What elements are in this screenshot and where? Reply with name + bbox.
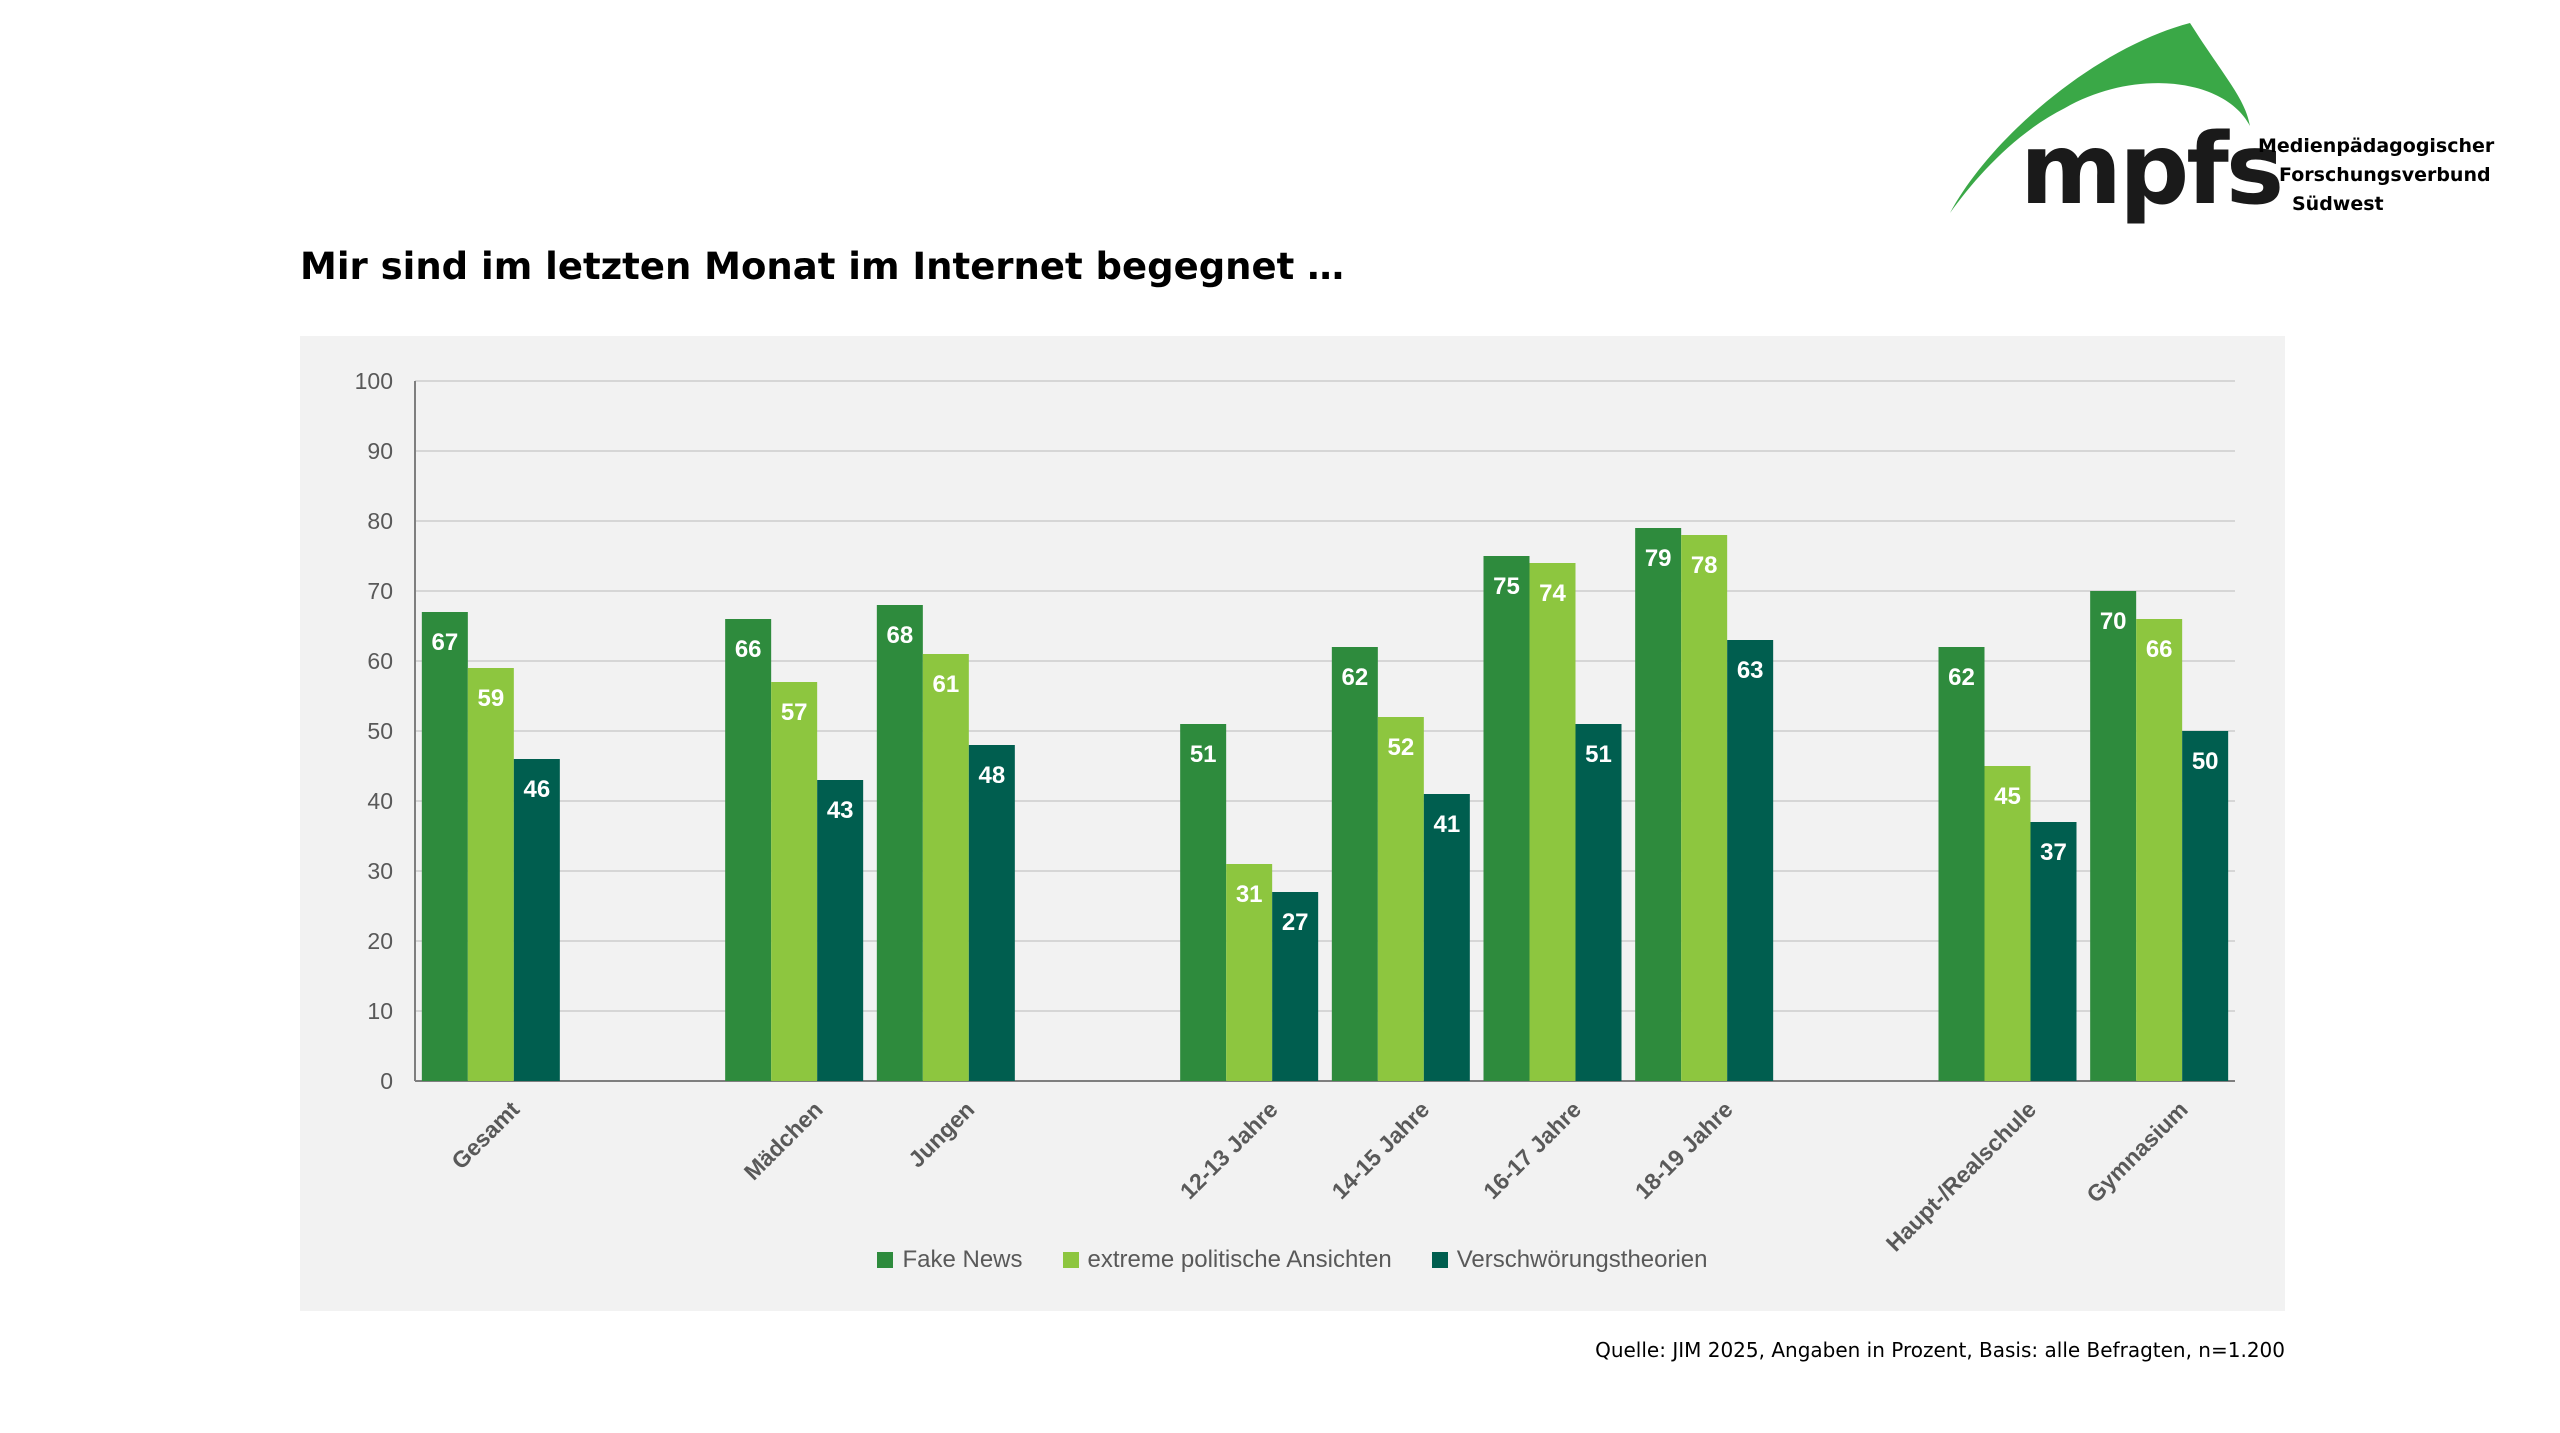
data-label: 45 bbox=[1994, 783, 2021, 810]
bar bbox=[1272, 892, 1319, 1081]
x-tick-label: 16-17 Jahre bbox=[1478, 1096, 1586, 1204]
y-tick-label: 40 bbox=[367, 788, 393, 814]
logo-org-line-1: Medienpädagogischer bbox=[2258, 135, 2495, 157]
bar bbox=[968, 745, 1015, 1081]
x-tick-label: Jungen bbox=[903, 1096, 979, 1172]
data-label: 27 bbox=[1282, 909, 1309, 936]
bar bbox=[1727, 640, 1774, 1081]
x-tick-label: 14-15 Jahre bbox=[1326, 1096, 1434, 1204]
y-tick-label: 20 bbox=[367, 928, 393, 954]
chart-legend: Fake News extreme politische Ansichten Ver… bbox=[300, 1246, 2285, 1274]
data-label: 59 bbox=[477, 685, 504, 712]
bar bbox=[725, 619, 772, 1081]
data-label: 51 bbox=[1585, 741, 1612, 768]
bar bbox=[817, 780, 864, 1081]
legend-label: Fake News bbox=[902, 1246, 1023, 1273]
logo-org-line-2: Forschungsverbund bbox=[2279, 164, 2491, 186]
y-tick-label: 60 bbox=[367, 648, 393, 674]
data-label: 74 bbox=[1539, 580, 1566, 607]
data-label: 43 bbox=[827, 797, 854, 824]
chart-title: Mir sind im letzten Monat im Internet be… bbox=[300, 245, 1345, 288]
legend-item: Fake News bbox=[877, 1246, 1023, 1274]
bar bbox=[2182, 731, 2229, 1081]
data-label: 62 bbox=[1948, 664, 1975, 691]
bar bbox=[2090, 591, 2137, 1081]
data-label: 48 bbox=[978, 762, 1005, 789]
legend-swatch bbox=[1431, 1252, 1448, 1268]
bar bbox=[1483, 556, 1530, 1081]
data-label: 79 bbox=[1645, 545, 1672, 572]
x-tick-label: Gesamt bbox=[446, 1096, 524, 1174]
data-label: 66 bbox=[2146, 636, 2173, 663]
x-tick-label: 12-13 Jahre bbox=[1175, 1096, 1283, 1204]
data-label: 61 bbox=[932, 671, 959, 698]
y-tick-label: 90 bbox=[367, 438, 393, 464]
bar bbox=[1226, 864, 1273, 1081]
bar bbox=[922, 654, 969, 1081]
x-tick-label: Gymnasium bbox=[2081, 1096, 2192, 1207]
bar bbox=[1423, 794, 1470, 1081]
legend-item: Verschwörungstheorien bbox=[1431, 1246, 1708, 1274]
legend-swatch bbox=[877, 1252, 894, 1268]
data-label: 50 bbox=[2192, 748, 2219, 775]
x-tick-label: 18-19 Jahre bbox=[1630, 1096, 1738, 1204]
bar bbox=[421, 612, 468, 1081]
chart-panel: 0 10 20 30 40 50 60 70 80 90 100 67 59 46 Gesamt 66 57 43… bbox=[300, 336, 2285, 1311]
data-label: 63 bbox=[1737, 657, 1764, 684]
data-label: 70 bbox=[2100, 608, 2127, 635]
x-tick-label: Mädchen bbox=[739, 1096, 828, 1185]
x-tick-label: Haupt-/Realschule bbox=[1881, 1096, 2041, 1256]
y-tick-label: 30 bbox=[367, 858, 393, 884]
bar bbox=[1180, 724, 1227, 1081]
data-label: 67 bbox=[431, 629, 458, 656]
bar bbox=[771, 682, 818, 1081]
legend-swatch bbox=[1062, 1252, 1079, 1268]
bar bbox=[1681, 535, 1728, 1081]
data-label: 37 bbox=[2040, 839, 2067, 866]
logo-wordmark: mpfs bbox=[2020, 113, 2281, 227]
data-label: 41 bbox=[1433, 811, 1460, 838]
bar bbox=[1331, 647, 1378, 1081]
data-label: 66 bbox=[735, 636, 762, 663]
bar bbox=[2136, 619, 2183, 1081]
data-label: 78 bbox=[1691, 552, 1718, 579]
legend-label: extreme politische Ansichten bbox=[1087, 1246, 1392, 1273]
logo-roof-arc bbox=[1950, 23, 2250, 213]
data-label: 46 bbox=[523, 776, 550, 803]
data-label: 51 bbox=[1190, 741, 1217, 768]
legend-label: Verschwörungstheorien bbox=[1456, 1246, 1708, 1273]
mpfs-logo: mpfs bbox=[1950, 23, 2284, 227]
bar bbox=[1529, 563, 1576, 1081]
data-label: 31 bbox=[1236, 881, 1263, 908]
bar bbox=[1984, 766, 2031, 1081]
data-label: 75 bbox=[1493, 573, 1520, 600]
y-tick-label: 70 bbox=[367, 578, 393, 604]
data-label: 57 bbox=[781, 699, 808, 726]
bar bbox=[1938, 647, 1985, 1081]
logo-organization-name: Medienpädagogischer Forschungsverbund Sü… bbox=[2258, 132, 2495, 219]
bar bbox=[2030, 822, 2077, 1081]
bar bbox=[1575, 724, 1622, 1081]
bar bbox=[467, 668, 514, 1081]
logo-org-line-3: Südwest bbox=[2292, 193, 2384, 215]
bar-chart: 0 10 20 30 40 50 60 70 80 90 100 67 59 46 Gesamt 66 57 43… bbox=[355, 368, 2235, 1256]
y-tick-label: 100 bbox=[355, 368, 393, 394]
y-tick-label: 10 bbox=[367, 998, 393, 1024]
legend-item: extreme politische Ansichten bbox=[1062, 1246, 1392, 1274]
bar bbox=[1377, 717, 1424, 1081]
data-label: 52 bbox=[1387, 734, 1414, 761]
bar bbox=[513, 759, 560, 1081]
y-tick-label: 0 bbox=[380, 1068, 393, 1094]
source-note: Quelle: JIM 2025, Angaben in Prozent, Ba… bbox=[1595, 1338, 2285, 1362]
data-label: 68 bbox=[886, 622, 913, 649]
bar bbox=[1635, 528, 1682, 1081]
y-tick-label: 50 bbox=[367, 718, 393, 744]
bar bbox=[876, 605, 923, 1081]
y-tick-label: 80 bbox=[367, 508, 393, 534]
data-label: 62 bbox=[1341, 664, 1368, 691]
